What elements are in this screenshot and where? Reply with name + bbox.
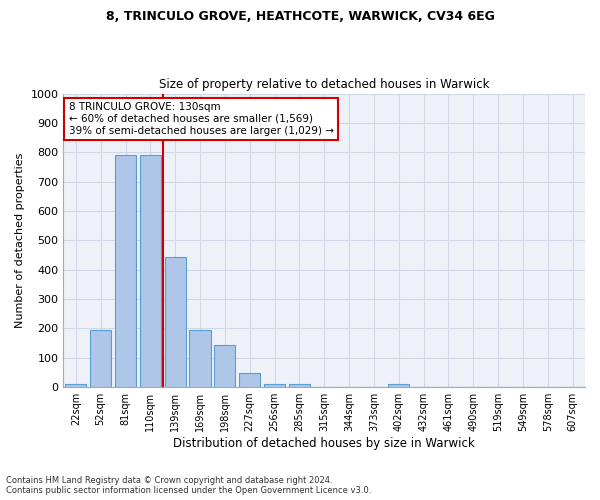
Bar	[90, 330, 111, 387]
Y-axis label: Number of detached properties: Number of detached properties	[15, 152, 25, 328]
Bar	[239, 373, 260, 387]
Bar	[289, 384, 310, 387]
Bar	[65, 384, 86, 387]
Title: Size of property relative to detached houses in Warwick: Size of property relative to detached ho…	[159, 78, 490, 91]
Bar	[214, 344, 235, 387]
Text: 8 TRINCULO GROVE: 130sqm
← 60% of detached houses are smaller (1,569)
39% of sem: 8 TRINCULO GROVE: 130sqm ← 60% of detach…	[68, 102, 334, 136]
Bar	[190, 330, 211, 387]
Text: 8, TRINCULO GROVE, HEATHCOTE, WARWICK, CV34 6EG: 8, TRINCULO GROVE, HEATHCOTE, WARWICK, C…	[106, 10, 494, 23]
Bar	[140, 155, 161, 387]
X-axis label: Distribution of detached houses by size in Warwick: Distribution of detached houses by size …	[173, 437, 475, 450]
Text: Contains HM Land Registry data © Crown copyright and database right 2024.
Contai: Contains HM Land Registry data © Crown c…	[6, 476, 371, 495]
Bar	[164, 257, 186, 387]
Bar	[264, 384, 285, 387]
Bar	[115, 155, 136, 387]
Bar	[388, 384, 409, 387]
